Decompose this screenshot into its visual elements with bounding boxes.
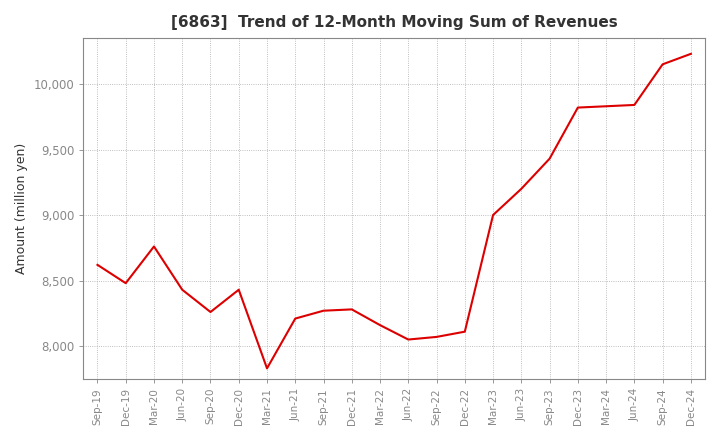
Y-axis label: Amount (million yen): Amount (million yen) [15, 143, 28, 274]
Title: [6863]  Trend of 12-Month Moving Sum of Revenues: [6863] Trend of 12-Month Moving Sum of R… [171, 15, 618, 30]
